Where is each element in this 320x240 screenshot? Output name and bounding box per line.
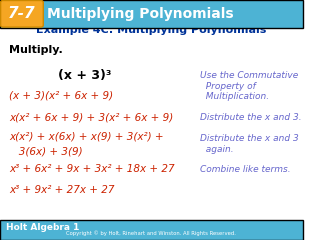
- Text: 7-7: 7-7: [8, 6, 36, 21]
- Text: x³ + 9x² + 27x + 27: x³ + 9x² + 27x + 27: [9, 185, 115, 195]
- Text: 3(6x) + 3(9): 3(6x) + 3(9): [9, 146, 83, 156]
- FancyBboxPatch shape: [1, 0, 43, 27]
- Text: Use the Commutative
  Property of
  Multiplication.: Use the Commutative Property of Multipli…: [200, 72, 298, 101]
- Text: x(x² + 6x + 9) + 3(x² + 6x + 9): x(x² + 6x + 9) + 3(x² + 6x + 9): [9, 113, 173, 123]
- Text: Distribute the x and 3
  again.: Distribute the x and 3 again.: [200, 134, 299, 154]
- Text: (x + 3)³: (x + 3)³: [58, 69, 111, 82]
- FancyBboxPatch shape: [0, 0, 303, 28]
- Text: Combine like terms.: Combine like terms.: [200, 165, 291, 174]
- Text: x³ + 6x² + 9x + 3x² + 18x + 27: x³ + 6x² + 9x + 3x² + 18x + 27: [9, 164, 175, 174]
- Text: x(x²) + x(6x) + x(9) + 3(x²) +: x(x²) + x(6x) + x(9) + 3(x²) +: [9, 132, 164, 142]
- Text: Example 4C: Multiplying Polynomials: Example 4C: Multiplying Polynomials: [36, 25, 267, 35]
- Text: Copyright © by Holt, Rinehart and Winston. All Rights Reserved.: Copyright © by Holt, Rinehart and Winsto…: [67, 231, 236, 236]
- Text: (x + 3)(x² + 6x + 9): (x + 3)(x² + 6x + 9): [9, 91, 113, 101]
- Text: Holt Algebra 1: Holt Algebra 1: [6, 223, 79, 232]
- Text: Multiplying Polynomials: Multiplying Polynomials: [47, 7, 234, 21]
- Text: Multiply.: Multiply.: [9, 45, 63, 55]
- FancyBboxPatch shape: [0, 220, 303, 240]
- Text: Distribute the x and 3.: Distribute the x and 3.: [200, 113, 301, 122]
